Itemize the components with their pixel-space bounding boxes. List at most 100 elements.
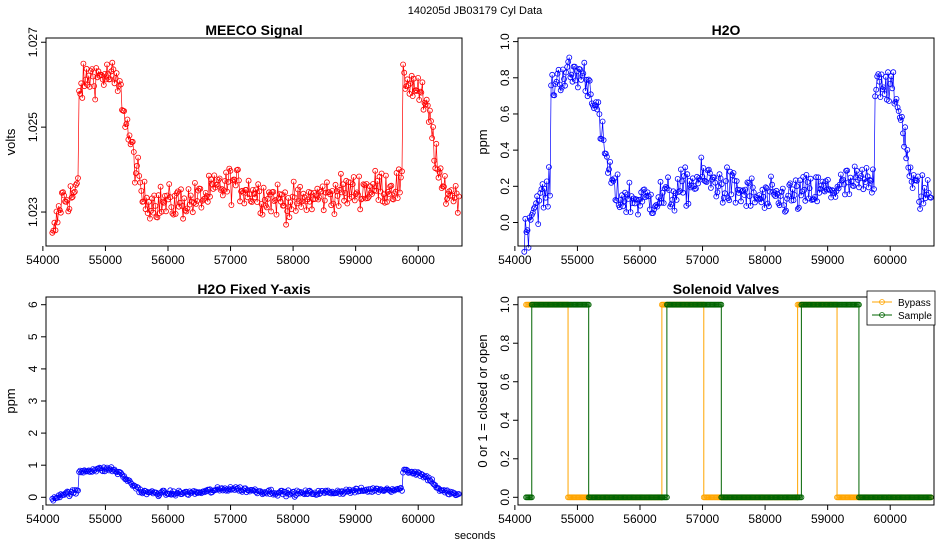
data-point (69, 487, 76, 494)
data-point (386, 190, 393, 197)
data-point (79, 95, 86, 101)
data-point (862, 179, 869, 186)
data-point (335, 203, 342, 209)
data-point (440, 183, 447, 190)
y-tick-label: 0.4 (498, 412, 512, 429)
data-point (235, 177, 242, 184)
data-point (103, 76, 109, 83)
data-layer (521, 54, 934, 255)
data-point (145, 198, 152, 205)
y-axis-label: ppm (475, 129, 490, 154)
data-point (399, 487, 405, 494)
data-point (60, 189, 66, 196)
panel-1: MEECO Signal 54000 55000 56000 57000 58000 590… (3, 22, 463, 267)
data-point (613, 197, 620, 204)
data-point (57, 209, 64, 216)
data-point (134, 162, 140, 169)
data-point (53, 208, 60, 215)
data-point (652, 203, 658, 210)
data-point (627, 209, 634, 216)
x-tick-label: 58000 (748, 253, 782, 267)
data-point (111, 80, 118, 87)
data-point (899, 113, 905, 120)
data-point (64, 488, 71, 495)
data-point (260, 184, 267, 191)
plot-frame (517, 296, 935, 506)
data-point (698, 154, 705, 161)
data-point (546, 164, 552, 171)
data-point (777, 192, 784, 199)
data-point (435, 174, 442, 181)
data-point (636, 196, 642, 203)
data-point (722, 190, 728, 197)
data-point (873, 86, 880, 93)
data-point (223, 487, 230, 494)
y-tick-label: 3 (26, 397, 40, 404)
data-point (865, 184, 872, 191)
data-point (543, 178, 550, 185)
data-point (676, 188, 683, 194)
y-tick-label: 1.0 (498, 296, 512, 313)
figure-suptitle: 140205d JB03179 Cyl Data (407, 5, 543, 17)
data-point (272, 197, 279, 203)
y-tick-label: 1.025 (26, 112, 40, 142)
data-point (130, 149, 137, 155)
data-point (614, 171, 621, 178)
data-point (626, 179, 633, 186)
data-point (708, 184, 714, 191)
data-point (773, 187, 780, 194)
panel-title: MEECO Signal (205, 22, 302, 38)
data-point (198, 204, 205, 211)
data-point (394, 195, 401, 202)
data-point (75, 487, 81, 494)
data-point (693, 185, 699, 192)
data-point (268, 208, 275, 215)
data-point (247, 198, 254, 205)
data-point (537, 190, 544, 196)
data-point (355, 191, 361, 198)
data-point (782, 208, 788, 215)
data-point (755, 196, 761, 203)
data-point (805, 195, 812, 202)
data-point (850, 183, 857, 190)
data-point (169, 210, 176, 217)
data-point (760, 193, 767, 200)
data-point (788, 197, 795, 204)
data-point (779, 185, 786, 192)
data-point (429, 476, 436, 483)
data-point (76, 88, 82, 94)
y-tick-label: 1.023 (26, 197, 40, 227)
data-point (359, 195, 366, 202)
data-point (879, 86, 886, 92)
data-point (360, 181, 367, 188)
data-point (323, 179, 330, 186)
data-point (256, 188, 263, 195)
x-tick-label: 56000 (151, 512, 185, 526)
data-point (758, 199, 765, 206)
x-tick-label: 57000 (686, 512, 720, 526)
data-point (319, 183, 326, 190)
data-point (455, 193, 462, 200)
data-point (639, 198, 646, 205)
data-point (164, 192, 171, 199)
data-point (582, 88, 589, 94)
data-point (370, 181, 376, 187)
data-point (350, 174, 357, 180)
data-point (99, 76, 106, 83)
data-point (724, 164, 730, 171)
x-tick-label: 55000 (561, 253, 595, 267)
data-point (187, 192, 194, 199)
data-point (557, 87, 564, 94)
data-point (357, 206, 364, 213)
y-axis-label: 0 or 1 = closed or open (475, 334, 490, 467)
x-tick-label: 56000 (151, 253, 185, 267)
data-point (531, 205, 537, 212)
data-point (738, 198, 744, 205)
data-point (200, 196, 207, 203)
data-point (183, 208, 190, 215)
y-axis-label: volts (3, 128, 18, 155)
data-point (276, 191, 283, 198)
data-point (728, 191, 735, 198)
data-point (705, 166, 712, 173)
